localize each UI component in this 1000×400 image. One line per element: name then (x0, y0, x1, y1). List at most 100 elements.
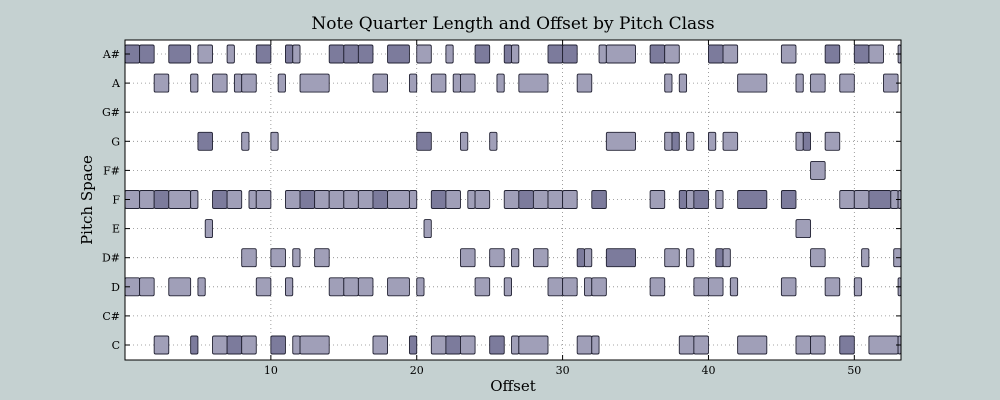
note-bar (277, 73, 286, 93)
note-bar (153, 73, 170, 93)
note-bar (605, 44, 636, 64)
note-bar (460, 248, 476, 268)
chart-title: Note Quarter Length and Offset by Pitch … (311, 14, 714, 34)
note-bar (591, 335, 600, 355)
note-bar (795, 73, 804, 93)
note-bar (708, 277, 724, 297)
note-bar (511, 335, 520, 355)
note-bar (686, 248, 695, 268)
note-bar (270, 248, 286, 268)
note-bar (328, 277, 345, 297)
note-bars (124, 44, 902, 355)
note-bar (416, 131, 432, 151)
note-bar (686, 190, 695, 209)
note-bar (212, 73, 228, 93)
note-bar (584, 277, 593, 297)
note-bar (678, 73, 688, 93)
note-bar (664, 73, 673, 93)
note-bar (139, 277, 155, 297)
y-tick-label: F (112, 194, 120, 207)
note-bar (649, 190, 666, 209)
note-bar (576, 248, 585, 268)
note-bar (664, 44, 680, 64)
note-bar (190, 190, 199, 209)
note-bar (547, 44, 564, 64)
note-bar (810, 160, 826, 180)
note-bar (197, 131, 213, 151)
note-bar (722, 44, 739, 64)
note-bar (824, 277, 841, 297)
note-bar (562, 277, 578, 297)
note-bar (328, 190, 345, 209)
note-bar (839, 335, 855, 355)
note-bar (795, 335, 812, 355)
y-tick-label: G# (102, 106, 120, 119)
note-bar (139, 190, 155, 209)
y-tick-label: G (111, 135, 120, 148)
note-bar (584, 248, 593, 268)
note-bar (445, 335, 461, 355)
note-bar (868, 190, 892, 209)
note-bar (780, 277, 797, 297)
note-bar (270, 335, 286, 355)
note-bar (795, 131, 804, 151)
note-bar (532, 190, 549, 209)
note-bar (226, 190, 243, 209)
note-bar (460, 335, 476, 355)
note-bar (824, 44, 841, 64)
note-bar (591, 277, 607, 297)
note-bar (802, 131, 812, 151)
note-bar (518, 73, 549, 93)
note-bar (853, 44, 870, 64)
note-bar (139, 44, 155, 64)
note-bar (693, 190, 709, 209)
note-bar (343, 44, 359, 64)
note-bar (255, 44, 272, 64)
note-bar (357, 44, 374, 64)
note-bar (387, 190, 410, 209)
note-bar (518, 190, 534, 209)
note-bar (693, 277, 709, 297)
y-tick-label: D (111, 281, 120, 294)
note-bar (248, 190, 257, 209)
note-bar (729, 277, 739, 297)
x-tick-label: 40 (701, 364, 715, 377)
note-bar (489, 248, 505, 268)
note-bar (474, 277, 491, 297)
note-bar (168, 44, 192, 64)
x-tick-label: 20 (410, 364, 424, 377)
note-bar (722, 131, 739, 151)
note-bar (686, 131, 695, 151)
note-bar (532, 248, 549, 268)
note-bar (708, 131, 717, 151)
note-bar (233, 73, 243, 93)
note-bar (197, 277, 206, 297)
note-bar (445, 44, 454, 64)
note-bar (430, 190, 447, 209)
note-bar (299, 73, 330, 93)
note-bar (547, 190, 564, 209)
note-bar (883, 73, 899, 93)
note-bar (430, 73, 447, 93)
note-bar (780, 44, 797, 64)
note-bar (408, 73, 418, 93)
note-bar (780, 190, 797, 209)
note-bar (372, 190, 389, 209)
note-bar (649, 277, 666, 297)
note-bar (474, 44, 491, 64)
note-bar (715, 190, 724, 209)
note-bar (547, 277, 564, 297)
note-bar (314, 248, 330, 268)
note-bar (715, 248, 724, 268)
note-bar (853, 277, 863, 297)
note-bar (591, 190, 607, 209)
note-bar (168, 190, 192, 209)
note-bar (292, 248, 301, 268)
x-tick-label: 10 (264, 364, 278, 377)
note-bar (868, 335, 899, 355)
y-ticks: C C# D D# E F F# G G# A A# (102, 48, 901, 352)
note-bar (212, 335, 228, 355)
note-bar (664, 131, 673, 151)
note-bar (416, 44, 432, 64)
note-bar (722, 248, 731, 268)
